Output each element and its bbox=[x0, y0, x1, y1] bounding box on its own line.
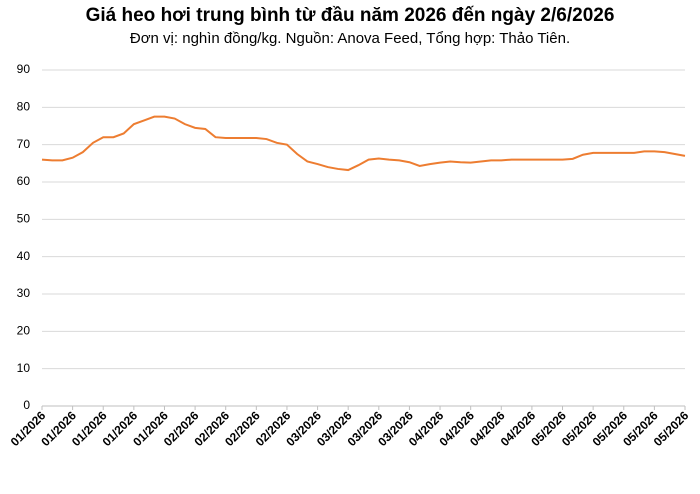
y-tick-label: 30 bbox=[17, 286, 31, 300]
line-series bbox=[41, 115, 686, 172]
chart-subtitle: Đơn vị: nghìn đồng/kg. Nguồn: Anova Feed… bbox=[130, 30, 570, 47]
y-tick-label: 40 bbox=[17, 249, 31, 263]
x-tick-label: 05/2026 bbox=[651, 408, 692, 449]
y-tick-label: 0 bbox=[23, 398, 30, 412]
y-tick-label: 20 bbox=[17, 324, 31, 338]
y-tick-label: 90 bbox=[17, 62, 31, 76]
y-tick-label: 80 bbox=[17, 100, 31, 114]
chart-title: Giá heo hơi trung bình từ đầu năm 2026 đ… bbox=[86, 5, 615, 26]
y-tick-label: 70 bbox=[17, 137, 31, 151]
y-tick-label: 10 bbox=[17, 361, 31, 375]
y-tick-label: 50 bbox=[17, 212, 31, 226]
y-tick-label: 60 bbox=[17, 174, 31, 188]
